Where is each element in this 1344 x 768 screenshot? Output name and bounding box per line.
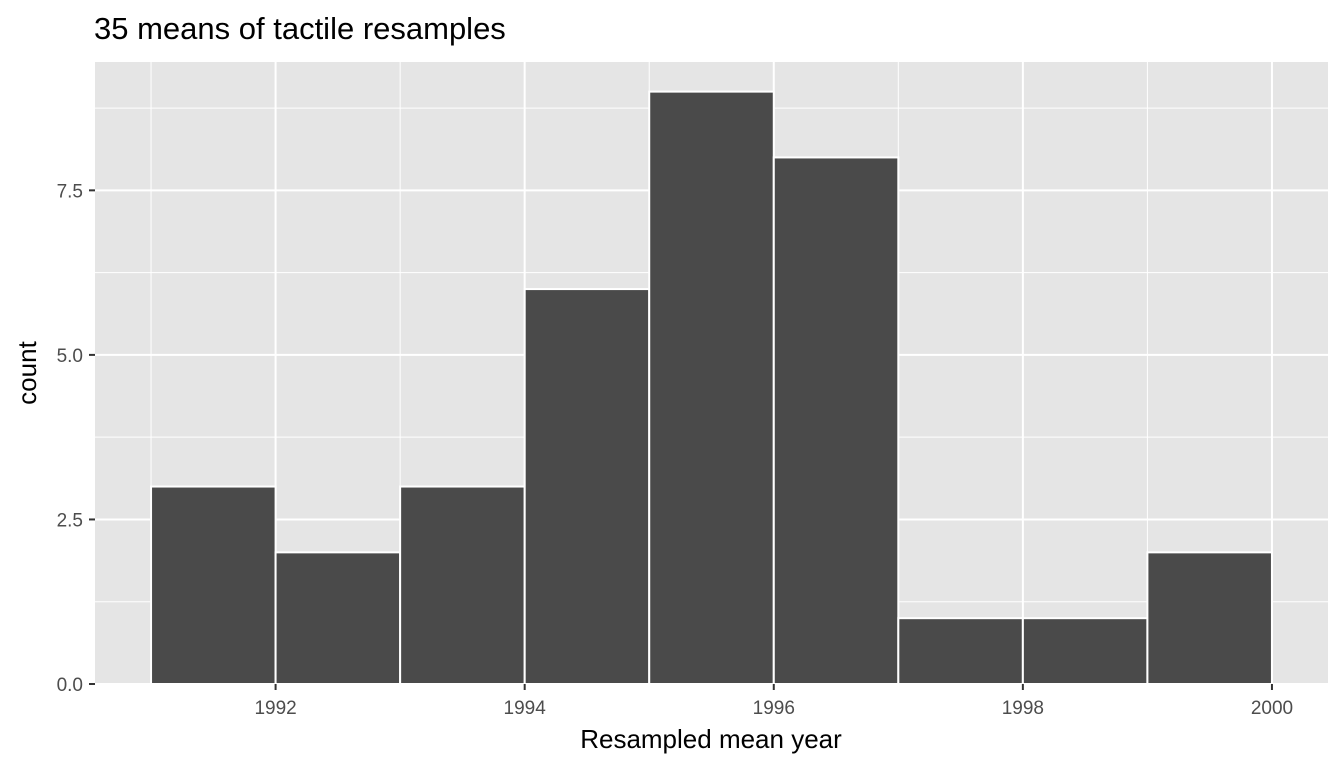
histogram-bar: [399, 485, 526, 685]
y-tick-label: 5.0: [57, 346, 83, 367]
y-tick-label: 2.5: [57, 510, 83, 531]
x-tick-label: 2000: [1251, 698, 1293, 719]
y-axis-title: count: [12, 340, 42, 404]
y-tick-label: 0.0: [57, 675, 83, 696]
histogram-bar: [1146, 551, 1273, 686]
y-axis-ticks: 0.0 2.5 5.0 7.5: [57, 181, 95, 696]
x-tick-label: 1998: [1002, 698, 1044, 719]
histogram-bar: [897, 617, 1024, 685]
x-tick-label: 1994: [504, 698, 547, 719]
x-axis-ticks: 1992 1994 1996 1998 2000: [254, 684, 1293, 719]
x-tick-label: 1996: [753, 698, 795, 719]
histogram-bar: [150, 485, 277, 685]
x-tick-label: 1992: [254, 698, 296, 719]
histogram-bar: [648, 90, 775, 686]
histogram-bar: [274, 551, 402, 686]
histogram-bar: [1021, 617, 1149, 685]
histogram-bar: [523, 288, 651, 685]
histogram-bar: [772, 156, 900, 685]
y-tick-label: 7.5: [57, 181, 83, 202]
histogram-bars: [150, 90, 1273, 686]
x-axis-title: Resampled mean year: [580, 724, 842, 754]
chart-title: 35 means of tactile resamples: [94, 11, 506, 46]
